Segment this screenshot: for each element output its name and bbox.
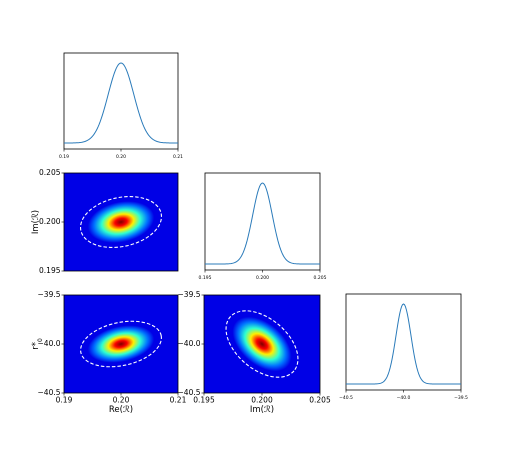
panel-frame bbox=[63, 52, 179, 150]
x-tick-label: 0.21 bbox=[170, 396, 187, 405]
x-tick-label: 0.21 bbox=[173, 154, 183, 160]
y-tick-label: −39.5 bbox=[38, 290, 61, 299]
x-tick-label: 0.19 bbox=[59, 154, 69, 160]
x-tick-label: 0.195 bbox=[199, 275, 212, 281]
y-axis-label: Im(ℛ) bbox=[31, 210, 41, 234]
diag-panel-re: 0.19 0.20 0.21 bbox=[59, 52, 183, 160]
y-tick-label: −39.5 bbox=[178, 290, 201, 299]
x-tick-label: 0.200 bbox=[256, 275, 269, 281]
confidence-contour bbox=[80, 320, 162, 368]
panel-frame bbox=[204, 172, 321, 271]
y-tick-label: −40.0 bbox=[178, 339, 201, 348]
density-line-im bbox=[205, 182, 320, 265]
x-tick-label: 0.20 bbox=[116, 154, 126, 160]
heatmap-panel-r0_vs_re: −39.5 −40.0 −40.50.19 0.20 0.21 Re(ℛ) r*0 bbox=[31, 290, 187, 415]
y-tick-label: 0.205 bbox=[39, 168, 61, 177]
y-tick-label: −40.5 bbox=[38, 388, 61, 397]
x-axis-label: Re(ℛ) bbox=[109, 405, 133, 415]
x-tick-label: 0.195 bbox=[193, 396, 215, 405]
y-tick-label: 0.200 bbox=[39, 217, 61, 226]
density-blob bbox=[232, 316, 292, 372]
heatmap-panel-im_vs_re: 0.205 0.200 0.195 Im(ℛ) bbox=[31, 168, 179, 275]
x-tick-label: −39.5 bbox=[454, 395, 468, 401]
panel-frame bbox=[345, 293, 462, 391]
x-tick-label: 0.205 bbox=[309, 396, 331, 405]
x-tick-label: −40.0 bbox=[397, 395, 411, 401]
heatmap-panel-r0_vs_im: −39.5 −40.0 −40.50.195 0.200 0.205 Im(ℛ) bbox=[178, 290, 331, 415]
x-tick-label: −40.5 bbox=[339, 395, 353, 401]
density-line-re bbox=[63, 62, 179, 144]
y-axis-label-subscript: 0 bbox=[37, 338, 44, 342]
x-tick-label: 0.20 bbox=[113, 396, 130, 405]
confidence-contour bbox=[79, 196, 163, 248]
density-blob bbox=[87, 325, 155, 363]
x-tick-label: 0.19 bbox=[56, 396, 73, 405]
x-axis-label: Im(ℛ) bbox=[250, 405, 274, 415]
y-axis-label: r*0 bbox=[31, 338, 44, 350]
density-blob bbox=[87, 201, 155, 243]
diag-panel-im: 0.195 0.200 0.205 bbox=[199, 172, 327, 281]
y-tick-label: −40.5 bbox=[178, 388, 201, 397]
x-tick-label: 0.200 bbox=[251, 396, 273, 405]
y-tick-label: −40.0 bbox=[38, 339, 61, 348]
density-line-r0 bbox=[346, 303, 461, 385]
confidence-contour bbox=[225, 310, 299, 378]
y-tick-label: 0.195 bbox=[39, 266, 61, 275]
x-tick-label: 0.205 bbox=[314, 275, 327, 281]
diag-panel-r0: −40.5 −40.0 −39.5 bbox=[339, 293, 468, 401]
